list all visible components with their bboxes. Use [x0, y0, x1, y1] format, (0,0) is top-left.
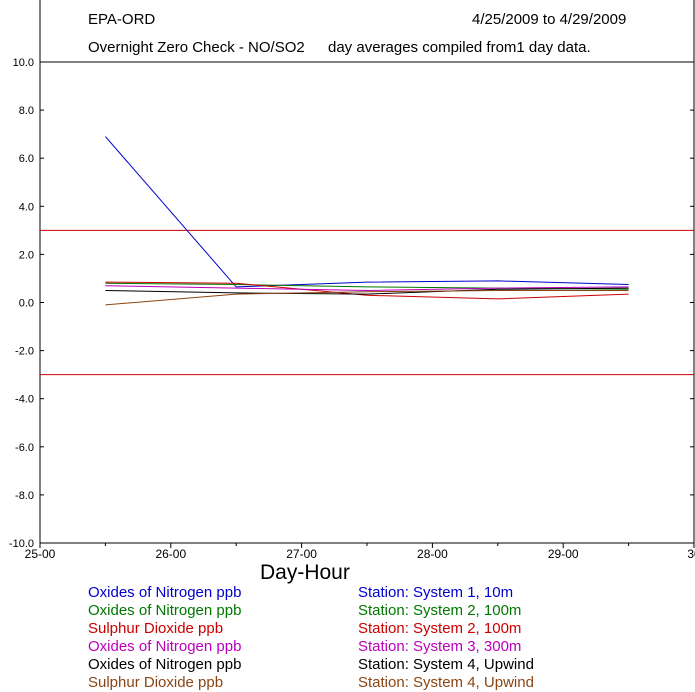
average-note: day averages compiled from1 day data. [328, 39, 591, 56]
x-axis-label: Day-Hour [260, 561, 350, 584]
site-name: EPA-ORD [88, 11, 156, 28]
chart: 10.0 8.0 6.0 4.0 2.0 0.0 -2.0 -4.0 -6.0 -8.0 -10.0… [9, 0, 695, 560]
y-tick-label: 0.0 [19, 298, 34, 310]
legend-station: Station: System 4, Upwind [358, 656, 534, 673]
legend-station: Station: System 4, Upwind [358, 674, 534, 691]
y-tick-label: -10.0 [9, 538, 34, 550]
series-line [105, 285, 629, 292]
series-line [105, 281, 629, 300]
legend-parameter: Oxides of Nitrogen ppb [88, 656, 242, 673]
x-tick-label: 27-00 [286, 547, 317, 560]
y-tick-label: 8.0 [19, 105, 34, 117]
legend-station: Station: System 2, 100m [358, 602, 522, 619]
x-tick-label: 29-00 [548, 547, 579, 560]
legend-station: Station: System 3, 300m [358, 638, 522, 655]
x-tick-label: 28-00 [417, 547, 448, 560]
y-tick-label: 6.0 [19, 153, 34, 165]
legend-station: Station: System 1, 10m [358, 584, 514, 601]
y-tick-label: 2.0 [19, 249, 34, 261]
y-tick-label: -6.0 [15, 442, 34, 454]
check-title: Overnight Zero Check - NO/SO2 [88, 39, 305, 56]
y-tick-label: -4.0 [15, 394, 34, 406]
x-tick-label: 25-00 [25, 547, 56, 560]
legend-parameter: Oxides of Nitrogen ppb [88, 602, 242, 619]
date-range: 4/25/2009 to 4/29/2009 [472, 11, 627, 28]
series-line [105, 136, 629, 288]
legend-parameter: Sulphur Dioxide ppb [88, 620, 224, 637]
legend-parameter: Oxides of Nitrogen ppb [88, 584, 242, 601]
legend-parameter: Oxides of Nitrogen ppb [88, 638, 242, 655]
x-tick-label: 30 [687, 547, 695, 560]
legend-parameter: Sulphur Dioxide ppb [88, 674, 224, 691]
x-tick-label: 26-00 [155, 547, 186, 560]
series-line [105, 287, 629, 295]
legend-station: Station: System 2, 100m [358, 620, 522, 637]
y-tick-label: 10.0 [13, 57, 34, 69]
y-tick-label: 4.0 [19, 201, 34, 213]
series-line [105, 290, 629, 306]
y-tick-label: -2.0 [15, 346, 34, 358]
y-tick-label: -8.0 [15, 490, 34, 502]
